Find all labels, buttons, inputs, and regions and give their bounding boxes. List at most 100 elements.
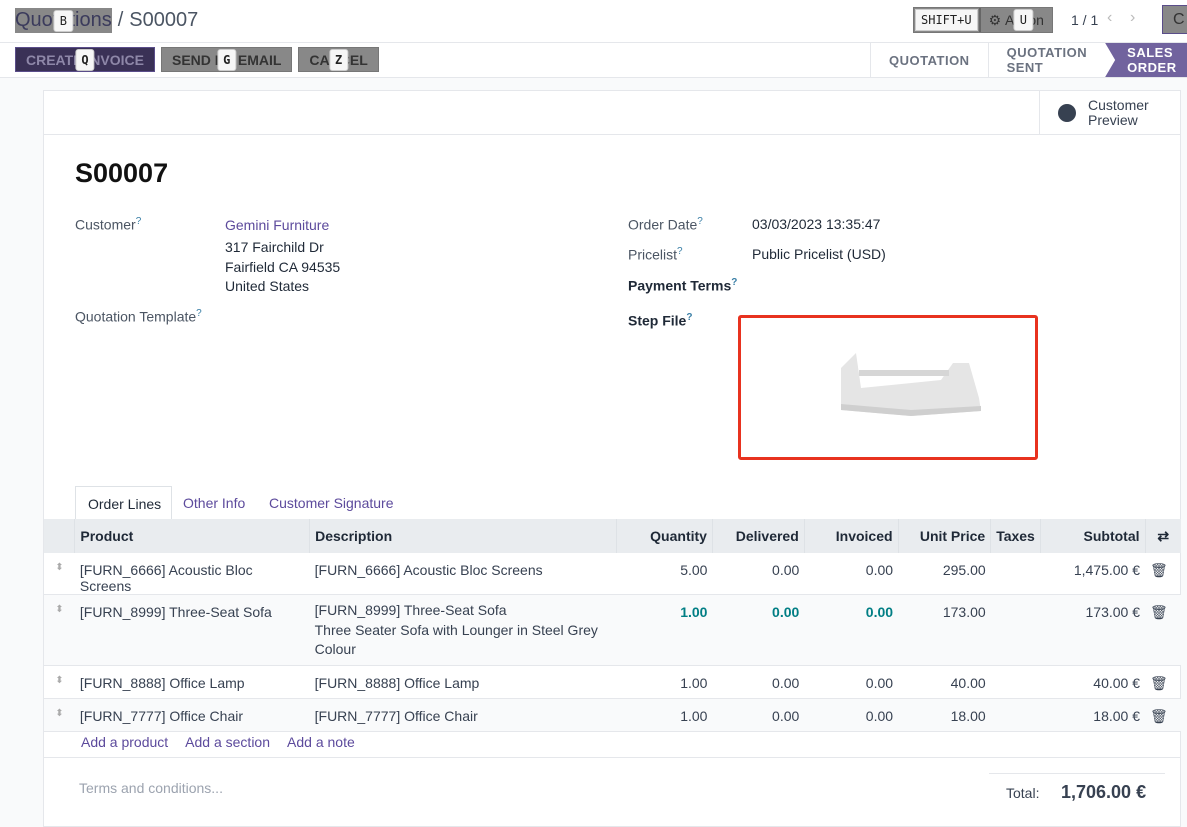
handle-header (44, 519, 75, 553)
column-header-taxes[interactable]: Taxes (990, 519, 1041, 553)
breadcrumb-parent-link[interactable]: QuotationsB (15, 8, 112, 33)
unit-price-cell[interactable]: 18.00 (950, 708, 986, 724)
terms-conditions-input[interactable]: Terms and conditions... (79, 780, 223, 796)
drag-handle-icon[interactable]: ⬍ (55, 675, 64, 686)
globe-icon (1058, 103, 1076, 122)
tab-customer-signature[interactable]: Customer Signature (269, 495, 394, 511)
total-label: Total: (1006, 785, 1040, 801)
hotkey-hint: Z (328, 48, 349, 71)
status-sales-order[interactable]: SALES ORDER (1105, 43, 1187, 77)
step-file-label: Step File? (628, 312, 693, 329)
invoiced-cell: 0.00 (865, 708, 894, 724)
action-button[interactable]: ⚙ ActionU (978, 8, 1052, 32)
column-header-delivered[interactable]: Delivered (711, 519, 805, 553)
drag-handle-icon[interactable]: ⬍ (55, 708, 64, 719)
hotkey-hint: G (217, 48, 237, 71)
description-cell[interactable]: [FURN_7777] Office Chair (314, 708, 478, 724)
customer-label: Customer? (75, 216, 142, 233)
record-title: S00007 (75, 158, 169, 188)
hotkey-hint: SHIFT+U (915, 9, 978, 31)
hotkey-hint: B (53, 9, 73, 32)
action-menu-group: SHIFT+U ⚙ ActionU (913, 7, 1053, 33)
customer-address: 317 Fairchild Dr Fairfield CA 94535 United… (225, 239, 341, 294)
trash-icon[interactable]: 🗑 (1150, 708, 1168, 724)
product-cell[interactable]: [FURN_8888] Office Lamp (79, 675, 245, 691)
unit-price-cell[interactable]: 40.00 (950, 675, 986, 691)
pager-previous-icon[interactable]: ‹ (1107, 9, 1113, 26)
pricelist-field[interactable]: Public Pricelist (USD) (752, 246, 886, 262)
tab-other-info[interactable]: Other Info (183, 495, 246, 511)
divider (44, 757, 1181, 758)
product-cell[interactable]: [FURN_8999] Three-Seat Sofa (79, 604, 272, 620)
quotation-template-field[interactable] (225, 305, 585, 329)
optional-columns-icon[interactable]: ⇄ (1144, 519, 1181, 553)
order-date-label: Order Date? (628, 216, 703, 233)
quantity-cell[interactable]: 1.00 (680, 675, 708, 691)
taxes-cell[interactable] (991, 699, 1041, 732)
table-row[interactable]: ⬍ [FURN_6666] Acoustic Bloc Screens [FUR… (44, 553, 1181, 595)
order-date-field[interactable]: 03/03/2023 13:35:47 (752, 216, 881, 232)
column-header-invoiced[interactable]: Invoiced (803, 519, 899, 553)
description-cell[interactable]: [FURN_8888] Office Lamp (314, 675, 480, 691)
create-button[interactable]: C (1162, 5, 1187, 34)
invoiced-cell: 0.00 (865, 675, 894, 691)
column-header-description[interactable]: Description (309, 519, 617, 553)
pager-value[interactable]: 1 / 1 (1071, 12, 1099, 28)
pricelist-label: Pricelist? (628, 246, 683, 263)
status-quotation[interactable]: QUOTATION (889, 52, 970, 68)
invoiced-cell: 0.00 (865, 604, 894, 620)
delivered-cell[interactable]: 0.00 (772, 708, 800, 724)
delivered-cell[interactable]: 0.00 (772, 562, 800, 578)
product-cell[interactable]: [FURN_7777] Office Chair (79, 708, 244, 724)
column-header-unit-price[interactable]: Unit Price (897, 519, 991, 553)
quantity-cell[interactable]: 1.00 (680, 604, 708, 620)
cancel-button[interactable]: CANCELZ (298, 47, 379, 72)
column-header-product[interactable]: Product (74, 519, 310, 553)
add-product-link[interactable]: Add a product (81, 734, 169, 750)
pager-next-icon[interactable]: › (1130, 9, 1136, 26)
taxes-cell[interactable] (991, 666, 1041, 699)
quantity-cell[interactable]: 1.00 (680, 708, 708, 724)
product-cell[interactable]: [FURN_6666] Acoustic Bloc Screens (79, 562, 253, 594)
status-quotation-sent[interactable]: QUOTATION SENT (987, 43, 1106, 77)
divider (44, 134, 1180, 135)
payment-terms-label: Payment Terms? (628, 277, 738, 294)
drag-handle-icon[interactable]: ⬍ (55, 562, 64, 573)
control-panel (0, 0, 1187, 43)
customer-field[interactable]: Gemini Furniture (225, 217, 330, 233)
unit-price-cell[interactable]: 295.00 (942, 562, 986, 578)
table-row[interactable]: ⬍ [FURN_7777] Office Chair [FURN_7777] O… (44, 698, 1181, 732)
trash-icon[interactable]: 🗑 (1150, 675, 1168, 691)
taxes-cell[interactable] (991, 595, 1041, 666)
status-bar: QUOTATION QUOTATION SENT SALES ORDER (870, 43, 1187, 77)
trash-icon[interactable]: 🗑 (1150, 604, 1168, 620)
add-section-link[interactable]: Add a section (185, 734, 271, 750)
add-line-links: Add a product Add a section Add a note (81, 734, 355, 750)
total-amount: 1,706.00 € (1061, 782, 1147, 802)
customer-preview-button[interactable]: Customer Preview (1039, 91, 1181, 134)
taxes-cell[interactable] (991, 553, 1041, 595)
invoiced-cell: 0.00 (865, 562, 894, 578)
column-header-subtotal[interactable]: Subtotal (1039, 519, 1146, 553)
breadcrumb-current: S00007 (129, 9, 199, 31)
drag-handle-icon[interactable]: ⬍ (55, 604, 64, 615)
divider (0, 77, 1187, 78)
add-note-link[interactable]: Add a note (287, 734, 355, 750)
description-cell[interactable]: [FURN_8999] Three-Seat Sofa Three Seater … (314, 602, 598, 657)
divider (989, 773, 1165, 774)
description-cell[interactable]: [FURN_6666] Acoustic Bloc Screens (314, 562, 543, 578)
create-invoice-button[interactable]: CREATE INVOICE Q (15, 47, 155, 72)
quantity-cell[interactable]: 5.00 (680, 562, 708, 578)
table-row[interactable]: ⬍ [FURN_8888] Office Lamp [FURN_8888] Of… (44, 666, 1181, 699)
table-row[interactable]: ⬍ [FURN_8999] Three-Seat Sofa [FURN_8999… (44, 594, 1181, 666)
column-header-quantity[interactable]: Quantity (616, 519, 713, 553)
delivered-cell[interactable]: 0.00 (772, 604, 800, 620)
trash-icon[interactable]: 🗑 (1150, 562, 1168, 578)
unit-price-cell[interactable]: 173.00 (942, 604, 986, 620)
3d-model-image (841, 353, 981, 416)
delivered-cell[interactable]: 0.00 (772, 675, 800, 691)
step-file-preview[interactable] (738, 315, 1038, 460)
tab-order-lines[interactable]: Order Lines (75, 486, 172, 520)
